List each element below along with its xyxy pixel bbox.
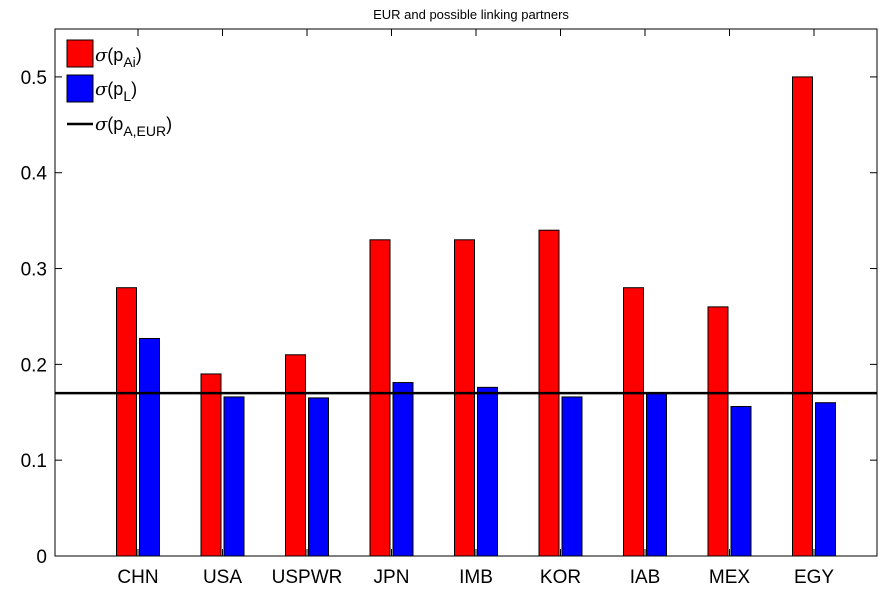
bar-series-2 (223, 396, 245, 557)
y-tick-label: 0 (36, 547, 47, 568)
bar-series-2 (139, 337, 160, 557)
x-tick-label: EGY (794, 567, 834, 588)
bar-series-1 (285, 354, 306, 557)
x-tick-label: MEX (709, 567, 751, 588)
x-tick-label: CHN (117, 567, 158, 588)
bar-series-2 (561, 396, 583, 557)
bar-series-1 (792, 76, 813, 557)
bar-series-2 (646, 392, 667, 557)
bar-series-1 (369, 239, 391, 557)
x-tick-label: KOR (540, 567, 581, 588)
y-tick-label: 0.2 (21, 355, 47, 376)
x-tick-label: JPN (374, 567, 410, 588)
legend-swatch-series-1 (66, 39, 94, 68)
y-tick-label: 0.5 (21, 68, 47, 89)
bar-series-2 (308, 397, 329, 557)
x-tick-label: IAB (630, 567, 661, 588)
legend: σ(pAi) σ(pL) σ(pA,EUR) (66, 39, 172, 139)
x-tick-label: USPWR (272, 567, 343, 588)
bar-series-1 (454, 239, 475, 557)
legend-label-reference: σ(pA,EUR) (95, 114, 172, 139)
axis-ticks (55, 29, 877, 557)
legend-swatch-series-2 (66, 74, 94, 103)
legend-label-series-2: σ(pL) (95, 79, 137, 104)
y-tick-label: 0.4 (21, 164, 48, 185)
bar-series-2 (730, 406, 752, 557)
x-tick-label: IMB (459, 567, 493, 588)
x-tick-labels: CHN USA USPWR JPN IMB KOR IAB MEX EGY (117, 567, 834, 588)
bar-series-2 (815, 402, 836, 557)
bar-series-1 (623, 287, 644, 557)
bar-series-1 (707, 306, 729, 557)
bar-series-1 (116, 287, 137, 557)
x-tick-label: USA (203, 567, 242, 588)
legend-label-series-1: σ(pAi) (95, 45, 142, 70)
bars (116, 76, 836, 557)
y-tick-label: 0.1 (21, 451, 47, 472)
chart-title: EUR and possible linking partners (373, 7, 569, 22)
bar-series-2 (392, 382, 414, 557)
y-tick-label: 0.3 (21, 260, 47, 281)
y-tick-labels: 0 0.1 0.2 0.3 0.4 0.5 (21, 68, 48, 568)
bar-series-2 (477, 386, 498, 557)
bar-series-1 (200, 373, 222, 557)
